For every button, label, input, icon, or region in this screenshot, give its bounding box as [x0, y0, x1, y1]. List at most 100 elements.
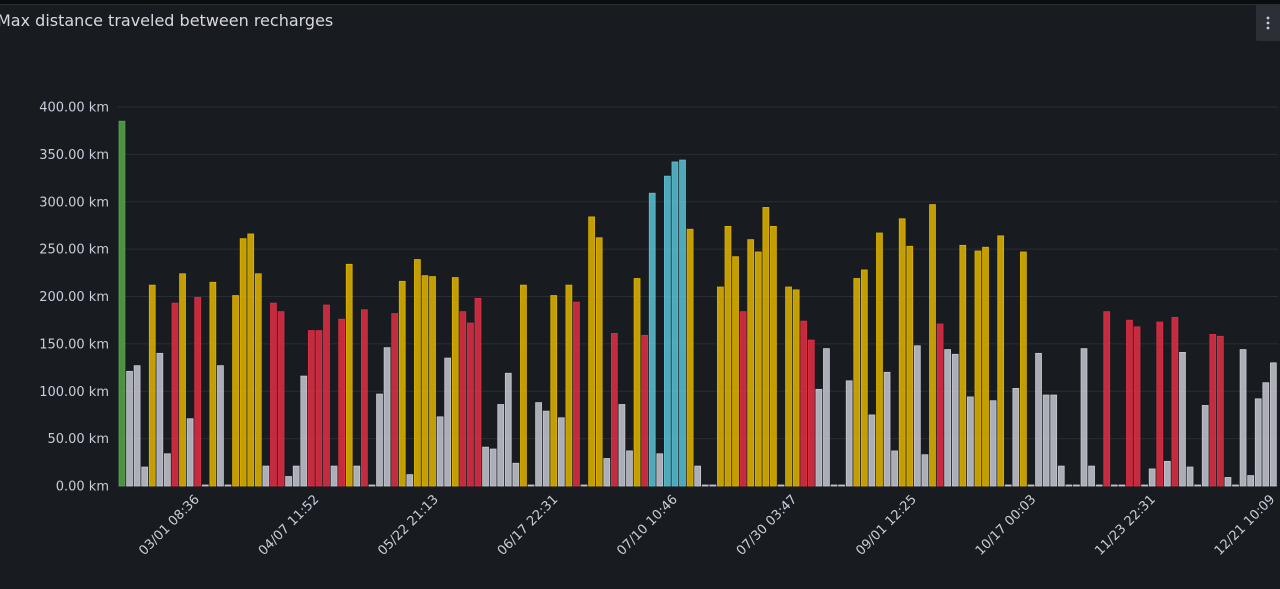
- bar[interactable]: [391, 313, 399, 487]
- bar[interactable]: [277, 311, 285, 487]
- bar[interactable]: [565, 284, 573, 487]
- bar[interactable]: [459, 311, 467, 487]
- bar[interactable]: [118, 120, 126, 487]
- bar[interactable]: [307, 330, 315, 487]
- bar[interactable]: [792, 289, 800, 487]
- bar[interactable]: [1141, 484, 1148, 487]
- bar[interactable]: [292, 465, 300, 487]
- bar[interactable]: [330, 465, 338, 487]
- bar[interactable]: [239, 238, 247, 487]
- bar[interactable]: [610, 333, 618, 487]
- bar[interactable]: [361, 309, 368, 487]
- bar[interactable]: [1020, 251, 1027, 487]
- bar[interactable]: [989, 400, 997, 487]
- bar[interactable]: [648, 192, 656, 487]
- bar[interactable]: [368, 484, 376, 487]
- bar[interactable]: [974, 250, 982, 487]
- bar[interactable]: [717, 286, 724, 487]
- bar[interactable]: [436, 416, 444, 487]
- bar[interactable]: [754, 251, 762, 487]
- bar[interactable]: [845, 380, 853, 487]
- bar[interactable]: [823, 348, 830, 487]
- bar[interactable]: [838, 484, 845, 487]
- bar[interactable]: [853, 278, 861, 487]
- bar[interactable]: [376, 393, 383, 487]
- bar[interactable]: [1073, 484, 1080, 487]
- bar[interactable]: [338, 318, 345, 487]
- bar[interactable]: [929, 204, 936, 487]
- bar[interactable]: [1148, 468, 1156, 487]
- bar[interactable]: [732, 256, 739, 487]
- bar[interactable]: [1209, 333, 1217, 487]
- bar[interactable]: [429, 276, 436, 487]
- bar[interactable]: [951, 353, 959, 487]
- bar[interactable]: [603, 458, 611, 487]
- bar[interactable]: [217, 365, 224, 487]
- bar[interactable]: [247, 233, 255, 487]
- bar[interactable]: [777, 484, 785, 487]
- bar[interactable]: [785, 286, 792, 487]
- bar[interactable]: [1163, 460, 1171, 487]
- bar[interactable]: [254, 273, 262, 487]
- bar[interactable]: [868, 414, 876, 487]
- bar[interactable]: [270, 302, 277, 487]
- bar[interactable]: [1254, 398, 1262, 487]
- bar[interactable]: [906, 245, 914, 487]
- bar[interactable]: [383, 347, 391, 487]
- bar[interactable]: [724, 225, 732, 487]
- bar[interactable]: [542, 410, 550, 487]
- bar[interactable]: [323, 304, 330, 487]
- bar[interactable]: [201, 484, 209, 487]
- bar[interactable]: [1186, 466, 1194, 487]
- bar[interactable]: [1201, 405, 1209, 487]
- bar[interactable]: [1217, 335, 1224, 487]
- bar[interactable]: [444, 357, 452, 487]
- bar[interactable]: [982, 246, 989, 487]
- bar[interactable]: [1171, 316, 1179, 487]
- bar[interactable]: [148, 284, 156, 487]
- bar[interactable]: [1118, 484, 1126, 487]
- bar[interactable]: [860, 269, 868, 487]
- bar[interactable]: [1088, 465, 1095, 487]
- bar[interactable]: [474, 297, 482, 487]
- bar[interactable]: [527, 484, 535, 487]
- bar[interactable]: [1224, 477, 1232, 487]
- bar[interactable]: [1027, 484, 1035, 487]
- bar[interactable]: [815, 388, 823, 487]
- bar[interactable]: [482, 446, 489, 487]
- bar[interactable]: [664, 175, 671, 487]
- bar[interactable]: [800, 320, 808, 487]
- bar[interactable]: [1110, 484, 1118, 487]
- bar[interactable]: [1004, 484, 1012, 487]
- bar[interactable]: [876, 232, 883, 487]
- bar[interactable]: [1035, 352, 1042, 487]
- bar[interactable]: [641, 334, 649, 487]
- bar[interactable]: [315, 330, 323, 487]
- panel-menu-button[interactable]: [1256, 4, 1280, 41]
- bar[interactable]: [913, 345, 921, 487]
- bar[interactable]: [126, 370, 133, 487]
- bar[interactable]: [300, 375, 308, 487]
- bar[interactable]: [512, 462, 520, 487]
- bar[interactable]: [1247, 475, 1255, 487]
- bar[interactable]: [504, 372, 512, 487]
- bar[interactable]: [398, 280, 406, 487]
- bar[interactable]: [762, 207, 770, 487]
- bar[interactable]: [694, 465, 702, 487]
- bar[interactable]: [1270, 362, 1277, 487]
- bar[interactable]: [898, 218, 906, 487]
- bar[interactable]: [1080, 348, 1088, 487]
- bar[interactable]: [224, 484, 232, 487]
- bar[interactable]: [186, 418, 194, 487]
- bar[interactable]: [573, 301, 580, 487]
- bar[interactable]: [164, 453, 171, 487]
- bar[interactable]: [1239, 349, 1247, 487]
- bar[interactable]: [1262, 382, 1270, 487]
- bar[interactable]: [557, 417, 565, 487]
- bar[interactable]: [194, 297, 202, 487]
- bar[interactable]: [997, 235, 1005, 487]
- bar[interactable]: [588, 216, 595, 487]
- bar[interactable]: [959, 244, 967, 487]
- bar[interactable]: [618, 404, 626, 487]
- bar[interactable]: [1103, 311, 1111, 487]
